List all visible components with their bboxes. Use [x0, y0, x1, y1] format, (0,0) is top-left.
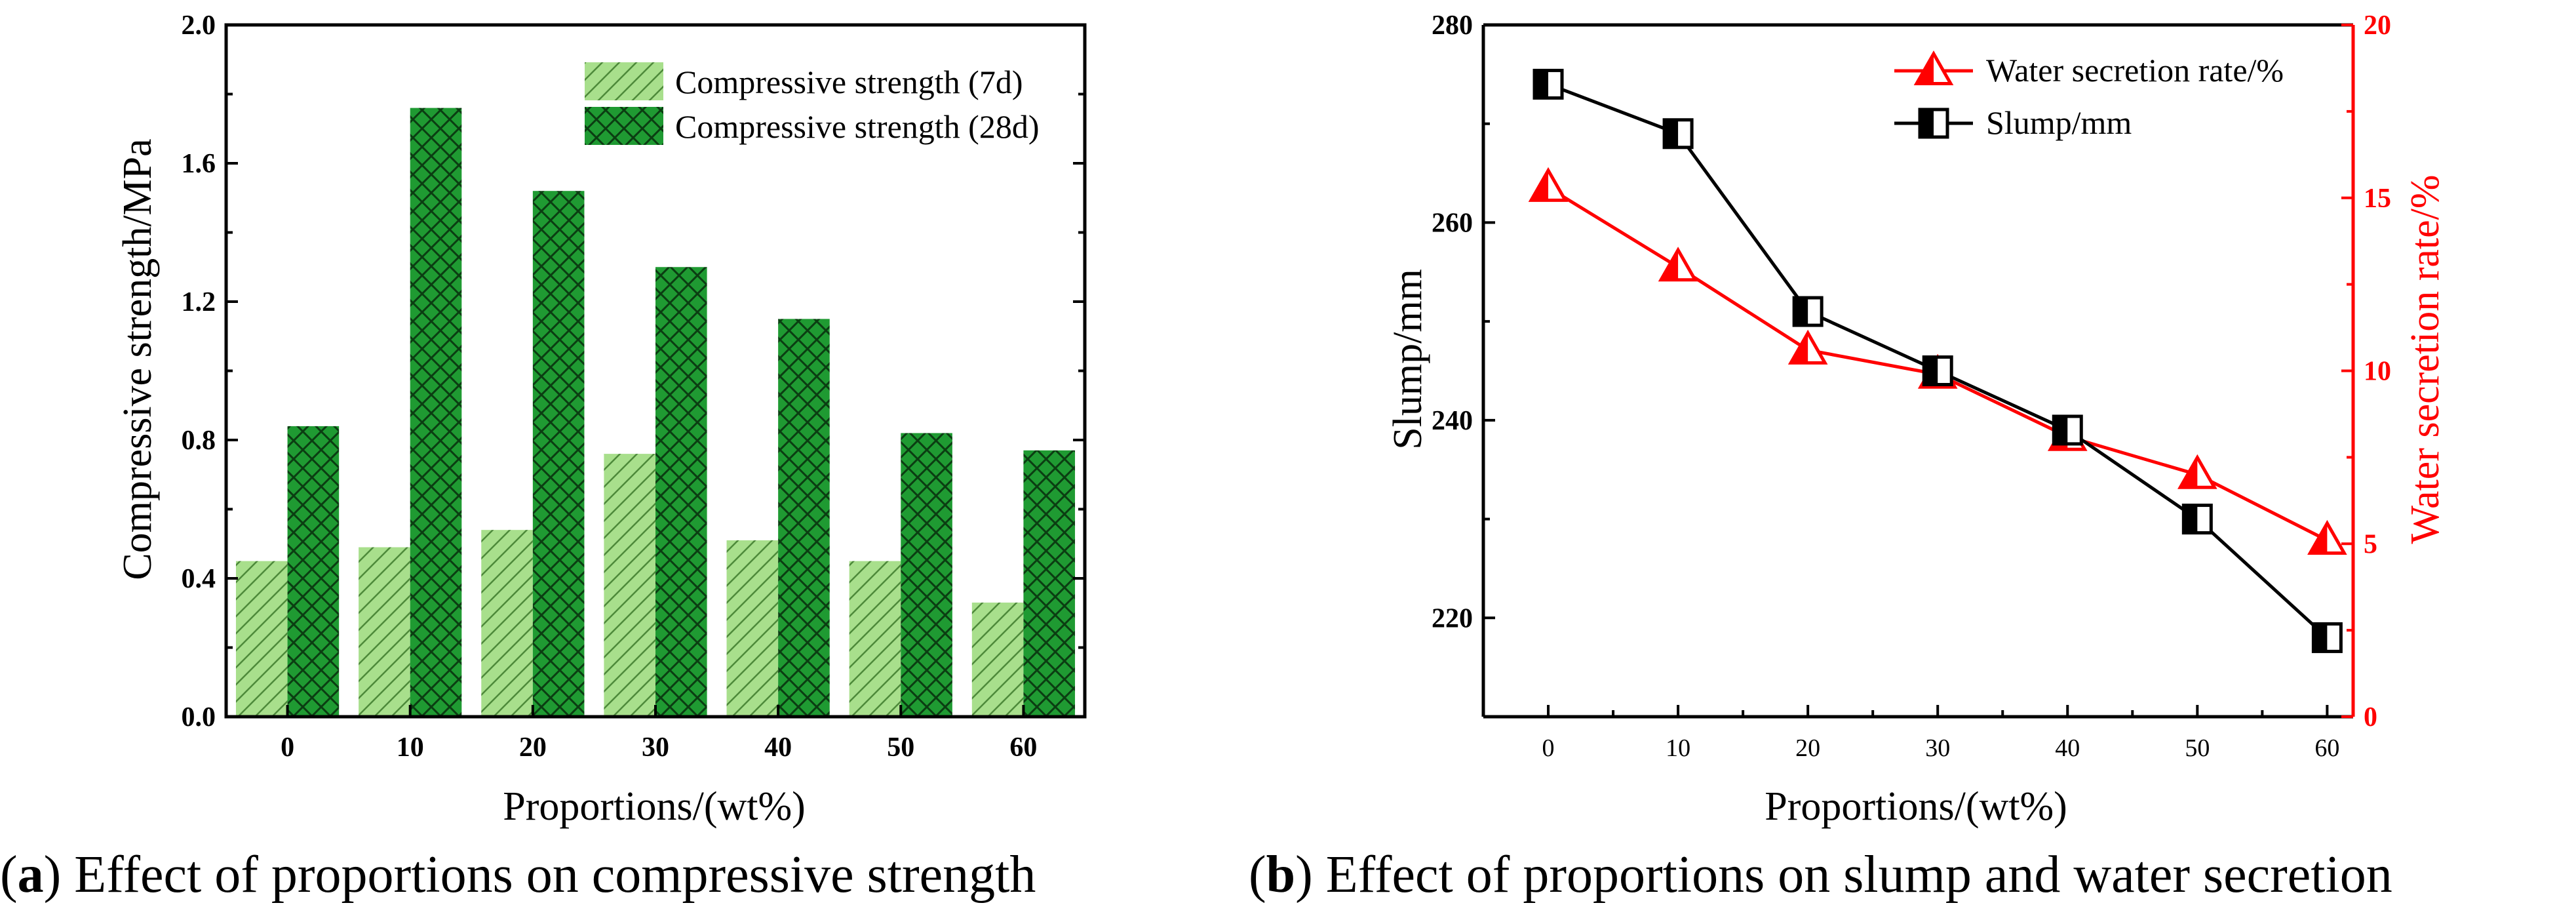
x-tick-label: 60: [1009, 732, 1037, 763]
point-water-secretion-60: [2307, 519, 2347, 555]
bar-7d-60: [971, 602, 1024, 717]
bar-28d-20: [532, 191, 585, 717]
point-water-secretion-0: [1528, 167, 1569, 202]
marker-fill: [1917, 54, 1934, 84]
y-right-tick-label: 10: [2364, 357, 2391, 387]
legend: Water secretion rate/% Slump/mm: [1894, 50, 2284, 141]
y-tick-label: 1.6: [182, 149, 216, 179]
bar-7d-30: [604, 454, 655, 717]
marker-fill: [1664, 119, 1679, 148]
marker-fill: [2180, 457, 2198, 488]
bar-28d-50: [901, 433, 952, 717]
y-tick-label: 260: [1432, 208, 1473, 238]
bar-7d-0: [235, 561, 288, 717]
caption-a: (a) Effect of proportions on compressive…: [0, 846, 1036, 904]
legend-marker: [1913, 50, 1954, 85]
x-tick-label: 30: [1925, 734, 1950, 762]
y-axis-title: Compressive strength/MPa: [115, 138, 160, 580]
marker-fill: [1661, 250, 1679, 280]
point-slump-60: [2311, 622, 2343, 653]
point-water-secretion-10: [1658, 247, 1698, 282]
y-right-tick-label: 5: [2364, 529, 2377, 559]
point-water-secretion-20: [1787, 329, 1828, 365]
right-y-axis-title: Water secretion rate/%: [2403, 174, 2448, 544]
point-slump-10: [1662, 118, 1694, 150]
y-tick-label: 220: [1432, 603, 1473, 633]
bar-28d-60: [1023, 450, 1076, 717]
x-tick-label: 10: [1666, 734, 1690, 762]
point-slump-40: [2052, 414, 2083, 446]
y-tick-label: 2.0: [182, 10, 216, 41]
bar-28d-40: [778, 319, 830, 717]
y-tick-label: 0.8: [182, 426, 216, 456]
point-slump-20: [1792, 296, 1824, 327]
marker-fill: [1794, 298, 1808, 326]
point-slump-0: [1532, 68, 1564, 100]
compressive-strength-chart: 0.0 0.4 0.8 1.2 1.6 2.0 0 10 20 30 40 50 60 Compress…: [0, 10, 1087, 904]
x-tick-label: 0: [1542, 734, 1555, 762]
marker-fill: [1534, 70, 1549, 98]
x-tick-label: 10: [397, 732, 424, 763]
bar-28d-30: [655, 267, 707, 717]
legend-label: Compressive strength (7d): [675, 64, 1023, 100]
y-tick-label: 280: [1432, 10, 1473, 41]
marker-fill: [2183, 505, 2198, 533]
x-tick-label: 50: [887, 732, 914, 763]
slump-water-secretion-chart: 220 240 260 280 0 5 10 15 20 0 10 20 30 40 50 60 Slump/…: [1249, 10, 2448, 904]
x-tick-label: 20: [519, 732, 547, 763]
legend-label: Water secretion rate/%: [1986, 52, 2284, 89]
legend-swatch-28d: [585, 107, 663, 145]
x-axis-title: Proportions/(wt%): [503, 784, 806, 829]
marker-fill: [1531, 170, 1549, 201]
marker-fill: [1791, 332, 1808, 363]
point-slump-30: [1922, 355, 1953, 386]
bar-28d-10: [410, 108, 462, 717]
marker-fill: [2310, 523, 2328, 553]
legend-label: Slump/mm: [1986, 104, 2132, 141]
y-right-tick-label: 20: [2364, 10, 2391, 41]
x-tick-label: 20: [1795, 734, 1820, 762]
caption-b: (b) Effect of proportions on slump and w…: [1249, 846, 2392, 904]
y-tick-label: 0.4: [182, 564, 216, 594]
legend-label: Compressive strength (28d): [675, 108, 1039, 145]
bar-7d-20: [481, 530, 533, 717]
x-tick-label: 60: [2314, 734, 2339, 762]
point-slump-50: [2181, 504, 2213, 535]
y-right-tick-label: 0: [2364, 702, 2377, 732]
x-tick-label: 40: [2055, 734, 2080, 762]
marker-fill: [1920, 110, 1934, 137]
x-tick-label: 0: [281, 732, 294, 763]
legend: Compressive strength (7d) Compressive str…: [585, 62, 1039, 145]
x-axis-title: Proportions/(wt%): [1765, 784, 2067, 829]
marker-fill: [2313, 624, 2328, 652]
x-tick-label: 40: [764, 732, 792, 763]
y-tick-label: 1.2: [182, 287, 216, 317]
bar-28d-0: [287, 426, 340, 717]
y-tick-label: 240: [1432, 406, 1473, 436]
left-y-axis-title: Slump/mm: [1386, 269, 1430, 450]
point-water-secretion-50: [2177, 454, 2217, 489]
x-tick-label: 50: [2185, 734, 2210, 762]
legend-swatch-7d: [585, 62, 663, 100]
x-tick-label: 30: [642, 732, 669, 763]
marker-fill: [1924, 357, 1938, 385]
y-tick-label: 0.0: [182, 702, 216, 732]
marker-fill: [2054, 416, 2068, 444]
legend-marker: [1918, 108, 1949, 139]
bar-7d-40: [726, 540, 779, 717]
bar-7d-50: [849, 561, 901, 717]
bar-7d-10: [359, 547, 410, 717]
y-right-tick-label: 15: [2364, 184, 2391, 214]
